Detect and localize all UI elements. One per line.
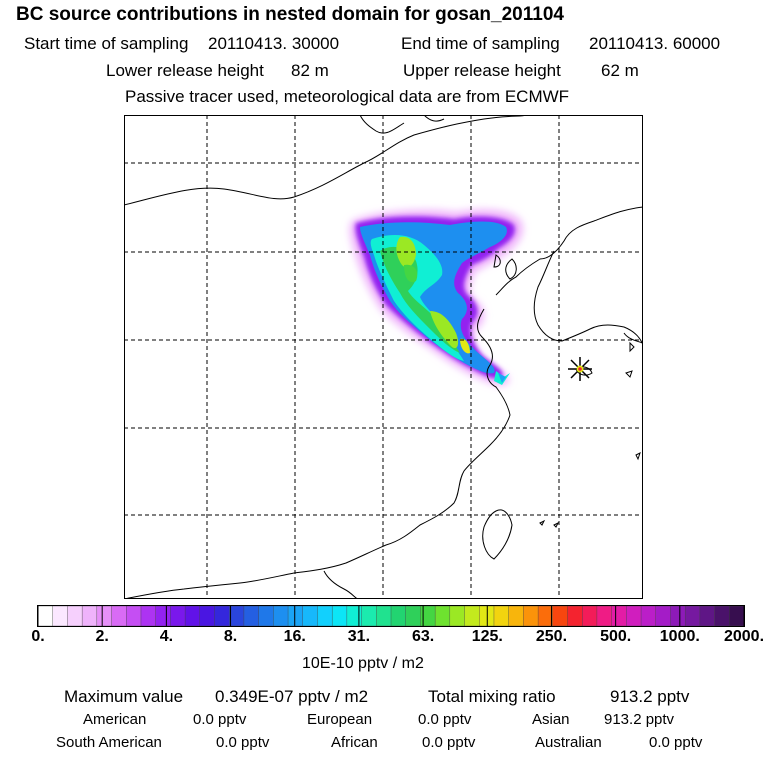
plume-field bbox=[349, 209, 523, 386]
total-mixing-value: 913.2 pptv bbox=[610, 687, 690, 706]
colorbar-tick-label: 2. bbox=[95, 628, 109, 645]
colorbar-cell bbox=[126, 605, 142, 627]
colorbar-cell bbox=[405, 605, 422, 627]
colorbar-cell bbox=[302, 605, 319, 627]
colorbar-cell bbox=[655, 605, 672, 627]
colorbar-cell bbox=[258, 605, 274, 627]
colorbar-cell bbox=[670, 605, 686, 627]
colorbar-cell bbox=[684, 605, 701, 627]
colorbar-tick-label: 500. bbox=[600, 628, 632, 645]
colorbar-cell bbox=[140, 605, 157, 627]
region-value: 0.0 pptv bbox=[418, 711, 472, 728]
colorbar-tick-label: 8. bbox=[223, 628, 238, 645]
colorbar-cell bbox=[508, 605, 524, 627]
region-name: African bbox=[331, 734, 378, 751]
colorbar-unit: 10E-10 pptv / m2 bbox=[302, 655, 424, 672]
colorbar-cell bbox=[243, 605, 260, 627]
colorbar-cell bbox=[376, 605, 392, 627]
colorbar-cell bbox=[361, 605, 377, 627]
colorbar-frame bbox=[37, 605, 745, 627]
asterisk-star-icon bbox=[568, 357, 592, 381]
colorbar-cell bbox=[199, 605, 216, 627]
start-time-label: Start time of sampling bbox=[24, 34, 189, 53]
colorbar-cell bbox=[729, 605, 745, 627]
end-time-value: 20110413. 60000 bbox=[589, 34, 721, 53]
colorbar bbox=[37, 605, 745, 627]
region-value: 0.0 pptv bbox=[216, 734, 270, 751]
lower-release-value: 82 m bbox=[291, 61, 329, 80]
colorbar-cell bbox=[52, 605, 69, 627]
colorbar-cell bbox=[346, 605, 363, 627]
region-value: 913.2 pptv bbox=[604, 711, 675, 728]
colorbar-cell bbox=[537, 605, 554, 627]
colorbar-cell bbox=[81, 605, 98, 627]
colorbar-tick-label: 16. bbox=[283, 628, 306, 645]
colorbar-tick-label: 2000. bbox=[723, 628, 765, 645]
colorbar-cell bbox=[493, 605, 510, 627]
colorbar-cell bbox=[317, 605, 333, 627]
colorbar-tick-label: 125. bbox=[471, 628, 503, 645]
region-value: 0.0 pptv bbox=[193, 711, 247, 728]
plot-title: BC source contributions in nested domain… bbox=[16, 4, 564, 25]
lower-release-label: Lower release height bbox=[106, 61, 264, 80]
colorbar-cell bbox=[155, 605, 171, 627]
tracer-note: Passive tracer used, meteorological data… bbox=[125, 87, 570, 106]
colorbar-cell bbox=[596, 605, 613, 627]
colorbar-cell bbox=[287, 605, 304, 627]
colorbar-cell bbox=[434, 605, 451, 627]
upper-release-value: 62 m bbox=[601, 61, 639, 80]
colorbar-tick-label: 0. bbox=[31, 628, 45, 645]
colorbar-cell bbox=[552, 605, 569, 627]
coastlines bbox=[124, 115, 643, 599]
start-time-value: 20110413. 30000 bbox=[208, 34, 340, 53]
colorbar-tick-label: 63. bbox=[411, 628, 435, 645]
colorbar-cell bbox=[67, 605, 83, 627]
region-name: American bbox=[83, 711, 147, 728]
colorbar-cell bbox=[331, 605, 348, 627]
colorbar-cell bbox=[582, 605, 598, 627]
region-name: European bbox=[307, 711, 373, 728]
colorbar-cell bbox=[184, 605, 201, 627]
colorbar-cell bbox=[464, 605, 480, 627]
colorbar-cell bbox=[626, 605, 642, 627]
colorbar-tick-label: 4. bbox=[159, 628, 174, 645]
colorbar-cell bbox=[390, 605, 407, 627]
map-frame bbox=[124, 115, 643, 599]
max-value: 0.349E-07 pptv / m2 bbox=[215, 687, 369, 706]
region-value: 0.0 pptv bbox=[422, 734, 476, 751]
colorbar-cell bbox=[640, 605, 657, 627]
max-value-label: Maximum value bbox=[64, 687, 184, 706]
upper-release-label: Upper release height bbox=[403, 61, 561, 80]
source-contribution-map bbox=[124, 115, 643, 599]
colorbar-cell bbox=[611, 605, 627, 627]
colorbar-cell bbox=[714, 605, 730, 627]
region-name: Asian bbox=[532, 711, 570, 728]
end-time-label: End time of sampling bbox=[401, 34, 560, 53]
colorbar-cell bbox=[37, 605, 54, 627]
colorbar-cell bbox=[96, 605, 113, 627]
colorbar-tick-label: 31. bbox=[347, 628, 371, 645]
lat-lon-grid bbox=[124, 115, 643, 599]
colorbar-cell bbox=[229, 605, 245, 627]
colorbar-cell bbox=[170, 605, 186, 627]
colorbar-tick-label: 1000. bbox=[659, 628, 700, 645]
colorbar-cell bbox=[523, 605, 539, 627]
total-mixing-label: Total mixing ratio bbox=[428, 687, 556, 706]
region-value: 0.0 pptv bbox=[649, 734, 703, 751]
colorbar-cell bbox=[449, 605, 466, 627]
colorbar-cell bbox=[699, 605, 716, 627]
region-name: South American bbox=[56, 734, 162, 751]
colorbar-cell bbox=[111, 605, 127, 627]
colorbar-cell bbox=[567, 605, 583, 627]
colorbar-cell bbox=[214, 605, 230, 627]
colorbar-cell bbox=[273, 605, 289, 627]
colorbar-tick-label: 250. bbox=[535, 628, 568, 645]
region-name: Australian bbox=[535, 734, 602, 751]
